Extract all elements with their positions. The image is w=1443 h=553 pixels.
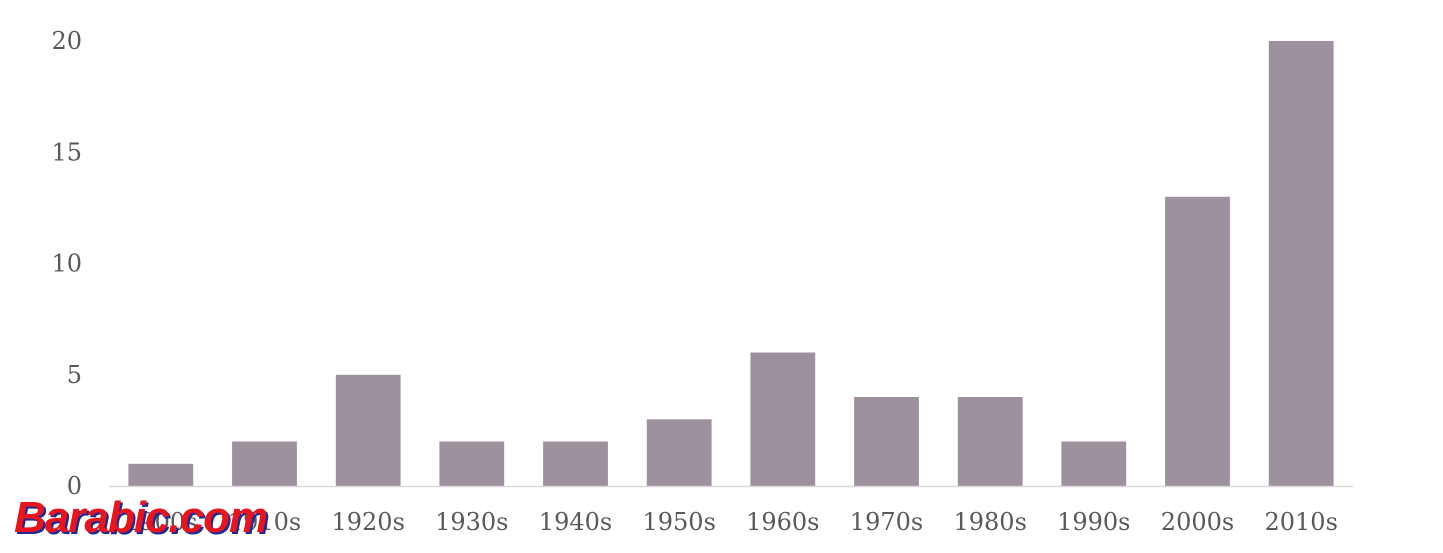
x-tick-label: 2000s (1161, 508, 1234, 536)
bar-1910s (232, 441, 297, 486)
x-tick-label: 1910s (228, 508, 301, 536)
bar-1900s (128, 463, 194, 487)
x-tick-label: 1900s (124, 508, 197, 536)
x-tick-label: 1990s (1057, 508, 1130, 536)
watermark-logo: Barabic.com (14, 493, 268, 542)
bar-1980s (957, 397, 1023, 486)
bar-1930s (439, 441, 505, 486)
y-tick-label: 5 (67, 361, 82, 389)
bar-1990s (1061, 441, 1127, 486)
bar-1940s (543, 441, 608, 486)
bar-1970s (854, 397, 919, 486)
bar-1960s (750, 352, 816, 486)
x-tick-label: 1920s (331, 508, 404, 536)
bar-1920s (335, 374, 401, 487)
x-tick-label: 1930s (435, 508, 508, 536)
y-tick-label: 0 (67, 472, 82, 500)
x-tick-label: 1950s (642, 508, 715, 536)
x-tick-label: 2010s (1264, 508, 1337, 536)
x-tick-label: 1970s (850, 508, 923, 536)
y-tick-label: 20 (51, 27, 82, 55)
bar-2000s (1165, 196, 1230, 487)
x-axis-ticks: 1900s 1910s 1920s 1930s 1940s 1950s 1960s 1970s… (124, 508, 1338, 536)
bar-2010s (1268, 41, 1334, 486)
y-axis-ticks: 0 5 10 15 20 (51, 27, 82, 500)
x-tick-label: 1980s (953, 508, 1026, 536)
bar-1950s (646, 419, 712, 487)
y-tick-label: 10 (51, 250, 82, 278)
y-tick-label: 15 (51, 138, 82, 166)
x-tick-label: 1940s (539, 508, 612, 536)
bars (128, 41, 1334, 487)
x-tick-label: 1960s (746, 508, 819, 536)
